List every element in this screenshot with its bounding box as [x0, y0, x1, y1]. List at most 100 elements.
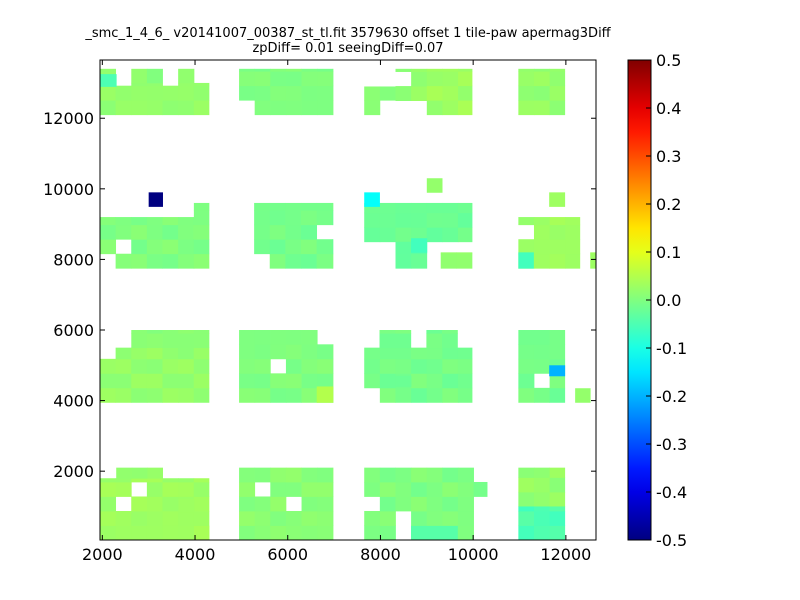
heatmap-cell [178, 100, 195, 116]
heatmap-cell [332, 510, 334, 526]
heatmap-cell [239, 510, 256, 526]
heatmap-cell [162, 224, 179, 240]
heatmap-cell [518, 373, 535, 389]
heatmap-cell [178, 333, 195, 349]
heatmap-cell [457, 467, 474, 483]
heatmap-cell [115, 253, 132, 269]
heatmap-cell [364, 212, 381, 228]
heatmap-cell [193, 239, 210, 255]
heatmap-cell-highlight [193, 525, 210, 541]
heatmap-cell [178, 330, 195, 334]
heatmap-cell [379, 467, 396, 483]
heatmap-cell [301, 71, 318, 87]
heatmap-cell [364, 358, 381, 374]
heatmap-cell [269, 253, 286, 269]
heatmap-cell [193, 333, 210, 349]
heatmap-cell [364, 202, 381, 214]
heatmap-cell [518, 506, 535, 512]
heatmap-cell [178, 85, 195, 101]
heatmap-cell [533, 224, 550, 240]
heatmap-cell [269, 239, 286, 255]
heatmap-cell [364, 373, 381, 389]
heatmap-cell [457, 202, 473, 214]
heatmap-cell [473, 481, 488, 497]
heatmap-cell [411, 253, 428, 269]
heatmap-cell [364, 481, 381, 497]
heatmap-cell [440, 253, 457, 269]
heatmap-cell [285, 344, 302, 360]
heatmap-cell [254, 239, 271, 255]
heatmap-cell [411, 347, 428, 360]
chart-title-line-2: zpDiff= 0.01 seeingDiff=0.07 [252, 41, 443, 56]
heatmap-cell [254, 71, 271, 87]
heatmap-cell [285, 373, 302, 389]
heatmap-cell [269, 202, 286, 211]
heatmap-cell [426, 212, 443, 228]
heatmap-cell [239, 71, 256, 87]
heatmap-cell-highlight [549, 192, 566, 207]
heatmap-cell [146, 358, 163, 374]
heatmap-cell [100, 100, 117, 116]
heatmap-cell [332, 358, 334, 374]
heatmap-cell [301, 358, 318, 374]
heatmap-cell [100, 358, 117, 374]
heatmap-cell [239, 525, 256, 541]
heatmap-cell [193, 82, 210, 87]
heatmap-cell [518, 239, 535, 255]
heatmap-cell [332, 100, 334, 116]
heatmap-cell [146, 82, 163, 87]
heatmap-cell [178, 387, 195, 403]
y-tick-label: 2000 [53, 462, 94, 481]
heatmap-cell [332, 467, 334, 483]
heatmap-cell [285, 467, 302, 483]
heatmap-cell [100, 387, 117, 403]
heatmap-cell [518, 358, 535, 374]
heatmap-cell [285, 330, 302, 345]
heatmap-cell [146, 478, 163, 483]
heatmap-cell [426, 387, 443, 403]
heatmap-cell [131, 387, 148, 403]
heatmap-cell [442, 100, 459, 116]
heatmap-cell [332, 344, 334, 360]
heatmap-cell [301, 100, 318, 116]
heatmap-cell [285, 510, 302, 526]
heatmap-cell [458, 71, 473, 87]
heatmap-cell [193, 85, 210, 101]
heatmap-cell [565, 239, 581, 255]
heatmap-cell [115, 478, 132, 483]
heatmap-cell [457, 496, 474, 512]
heatmap-cell [131, 330, 148, 334]
heatmap-cell [395, 202, 412, 214]
heatmap-cell [549, 510, 566, 526]
colorbar-tick-label: -0.3 [656, 435, 687, 454]
heatmap-cell [162, 510, 179, 526]
heatmap-cell [411, 373, 428, 389]
heatmap-cell [457, 387, 473, 403]
heatmap-cell [379, 347, 396, 360]
heatmap-cell [270, 496, 287, 512]
heatmap-cell [395, 330, 412, 334]
heatmap-cell [426, 71, 443, 87]
heatmap-cell [115, 224, 132, 240]
colorbar-tick-label: -0.1 [656, 339, 687, 358]
y-tick-label: 6000 [53, 321, 94, 340]
heatmap-cell [379, 358, 396, 374]
heatmap-cell [254, 467, 271, 483]
heatmap-cell [549, 330, 566, 345]
heatmap-cell [116, 467, 133, 479]
heatmap-cell [426, 347, 443, 360]
heatmap-cell [518, 68, 535, 72]
heatmap-cell [395, 387, 412, 403]
heatmap-cell [458, 100, 473, 116]
heatmap-cell [518, 491, 535, 507]
heatmap-cell [285, 68, 302, 72]
heatmap-cell [317, 85, 334, 101]
heatmap-cell [239, 387, 256, 403]
heatmap-cell [379, 525, 396, 541]
heatmap-cell [239, 467, 256, 483]
heatmap-cell [379, 481, 396, 497]
axes: 2000 4000 6000 8000 10000 12000 2000 4000 6000 80… [43, 60, 596, 564]
heatmap-cell [317, 100, 334, 116]
heatmap-cell [270, 387, 287, 403]
heatmap-cell [100, 373, 117, 389]
